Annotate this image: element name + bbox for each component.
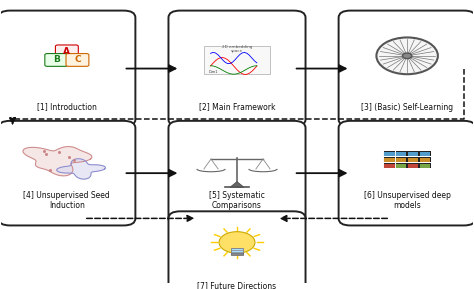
Bar (419, 164, 430, 168)
Bar (396, 163, 407, 168)
FancyBboxPatch shape (66, 53, 89, 66)
Bar (419, 152, 430, 156)
Bar (231, 253, 243, 255)
Bar (408, 158, 418, 162)
Bar (396, 157, 407, 162)
FancyBboxPatch shape (45, 53, 68, 66)
Circle shape (402, 53, 412, 59)
Text: [4] Unsupervised Seed
Induction: [4] Unsupervised Seed Induction (24, 191, 110, 210)
Circle shape (219, 232, 255, 253)
Bar (408, 152, 418, 156)
Text: C: C (74, 55, 81, 64)
Text: 2D embedding: 2D embedding (222, 45, 252, 49)
Text: [1] Introduction: [1] Introduction (37, 103, 97, 112)
Text: A: A (64, 47, 70, 56)
Bar (384, 163, 395, 168)
Bar (384, 152, 395, 156)
FancyBboxPatch shape (338, 121, 474, 225)
FancyBboxPatch shape (338, 11, 474, 127)
Bar (419, 157, 430, 162)
Bar (407, 151, 419, 156)
Bar (204, 46, 270, 74)
Bar (396, 158, 406, 162)
Bar (231, 248, 243, 254)
Text: B: B (53, 55, 60, 64)
Text: [6] Unsupervised deep
models: [6] Unsupervised deep models (364, 191, 451, 210)
FancyBboxPatch shape (0, 121, 136, 225)
Text: [5] Systematic
Comparisons: [5] Systematic Comparisons (209, 191, 265, 210)
FancyBboxPatch shape (168, 211, 306, 289)
Text: [3] (Basic) Self-Learning: [3] (Basic) Self-Learning (361, 103, 453, 112)
Bar (419, 151, 430, 156)
Polygon shape (57, 159, 105, 179)
Bar (396, 152, 406, 156)
Polygon shape (23, 147, 92, 176)
FancyBboxPatch shape (168, 11, 306, 127)
Bar (408, 164, 418, 168)
Bar (384, 164, 395, 168)
Circle shape (376, 38, 438, 74)
Bar (396, 164, 406, 168)
Bar (396, 151, 407, 156)
Text: [7] Future Directions: [7] Future Directions (198, 281, 276, 289)
Text: [2] Main Framework: [2] Main Framework (199, 103, 275, 112)
Bar (419, 158, 430, 162)
Polygon shape (230, 181, 244, 187)
Bar (384, 151, 395, 156)
FancyBboxPatch shape (55, 45, 78, 58)
Bar (384, 157, 395, 162)
Bar (407, 157, 419, 162)
Text: space: space (231, 49, 243, 53)
FancyBboxPatch shape (0, 11, 136, 127)
FancyBboxPatch shape (168, 121, 306, 225)
Bar (419, 163, 430, 168)
Bar (407, 163, 419, 168)
Bar (384, 158, 395, 162)
Text: Dim1: Dim1 (209, 70, 219, 74)
